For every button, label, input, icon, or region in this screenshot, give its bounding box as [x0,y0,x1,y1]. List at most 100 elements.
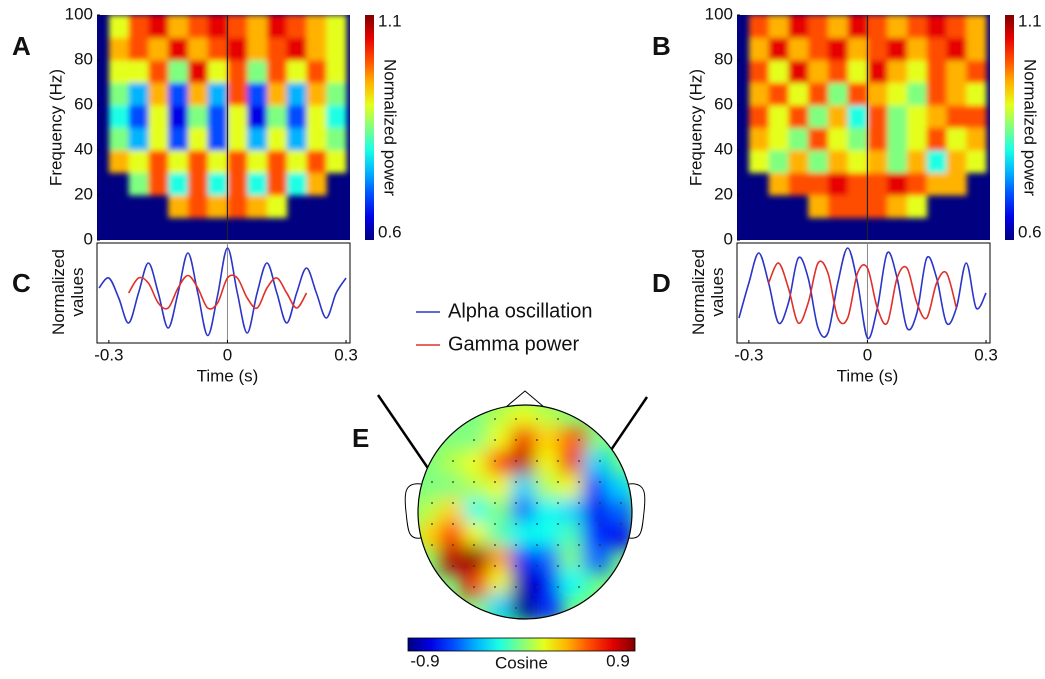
heatmap-cell [129,173,149,196]
electrode [494,565,496,567]
heatmap-cell [109,128,129,151]
electrode [515,460,517,462]
heatmap-cell [907,128,927,151]
electrode [557,460,559,462]
colorbar-tick-label: 0.6 [378,222,402,241]
topomap-cell [582,522,610,550]
heatmap-cell [769,150,789,173]
heatmap-cell [109,83,129,106]
heatmap-cell [188,150,208,173]
colorbar-tick-label: 0.6 [1018,222,1042,241]
heatmap-cell [828,173,848,196]
series-line [739,248,986,339]
heatmap-cell [208,83,228,106]
heatmap-cell [966,38,986,61]
heatmap-cell [129,60,149,83]
heatmap-cell [907,195,927,218]
heatmap-cell [168,195,188,218]
heatmap-cell [148,60,168,83]
topomap-cell [535,474,563,502]
heatmap-cell [828,15,848,38]
heatmap-cell [808,15,828,38]
heatmap-cell [129,15,149,38]
heatmap-cell [227,195,247,218]
heatmap-cell [966,150,986,173]
heatmap-cell [788,83,808,106]
heatmap-cell [867,38,887,61]
electrode [557,565,559,567]
heatmap-cell [828,38,848,61]
heatmap-cell [749,60,769,83]
heatmap-cell [788,15,808,38]
topomap-cell [535,546,563,574]
electrode [494,586,496,588]
heatmap-cell [326,83,346,106]
heatmap-cell [867,60,887,83]
heatmap-cell [867,83,887,106]
heatmap-cell [287,150,307,173]
heatmap-cell [887,105,907,128]
heatmap-cell [188,105,208,128]
heatmap-cell [828,105,848,128]
legend-label: Alpha oscillation [448,300,593,322]
topomap-cell [559,522,587,550]
heatmap-cell [267,128,287,151]
electrode [431,523,433,525]
heatmap-cell [927,60,947,83]
heatmap-cell [287,105,307,128]
heatmap-cell [227,15,247,38]
electrode [536,586,538,588]
heatmap-cell [208,105,228,128]
heatmap-cell [848,15,868,38]
heatmap-cell [247,173,267,196]
heatmap-cell [307,15,327,38]
topomap-cell [440,451,468,479]
x-axis-label: Time (s) [197,366,259,385]
heatmap-cell [247,105,267,128]
heatmap-cell [129,150,149,173]
heatmap-cell [287,15,307,38]
y-axis-label: Normalized values [49,237,87,347]
heatmap-cell [927,83,947,106]
topomap-cell [487,474,515,502]
electrode [578,523,580,525]
topomap-cell [440,498,468,526]
heatmap-cell [808,38,828,61]
electrode [494,439,496,441]
panel-label: E [352,423,369,453]
electrode [578,439,580,441]
topomap-cell [416,498,444,526]
topomap-cell [464,546,492,574]
heatmap-cell [168,173,188,196]
electrode [494,481,496,483]
x-axis-label: Time (s) [837,366,899,385]
heatmap-cell [287,128,307,151]
heatmap-cell [148,83,168,106]
heatmap-cell [947,128,967,151]
heatmap-cell [188,83,208,106]
heatmap-cell [867,195,887,218]
heatmap-cell [907,38,927,61]
x-tick-label: 0 [223,345,232,364]
heatmap-cell [287,38,307,61]
topomap-cell [559,498,587,526]
heatmap-cell [947,173,967,196]
topomap-cell [535,451,563,479]
heatmap-cell [848,105,868,128]
panel-label: D [652,268,671,298]
heatmap-cell [188,60,208,83]
heatmap-cell [966,128,986,151]
electrode [536,544,538,546]
electrode [515,607,517,609]
electrode [536,418,538,420]
heatmap-cell [129,128,149,151]
heatmap-cell [907,15,927,38]
heatmap-cell [788,38,808,61]
heatmap-cell [227,38,247,61]
electrode [578,544,580,546]
y-tick-label: 100 [705,4,733,23]
heatmap-cell [168,38,188,61]
heatmap-cell [887,173,907,196]
topomap-cell [606,498,634,526]
heatmap-cell [927,38,947,61]
